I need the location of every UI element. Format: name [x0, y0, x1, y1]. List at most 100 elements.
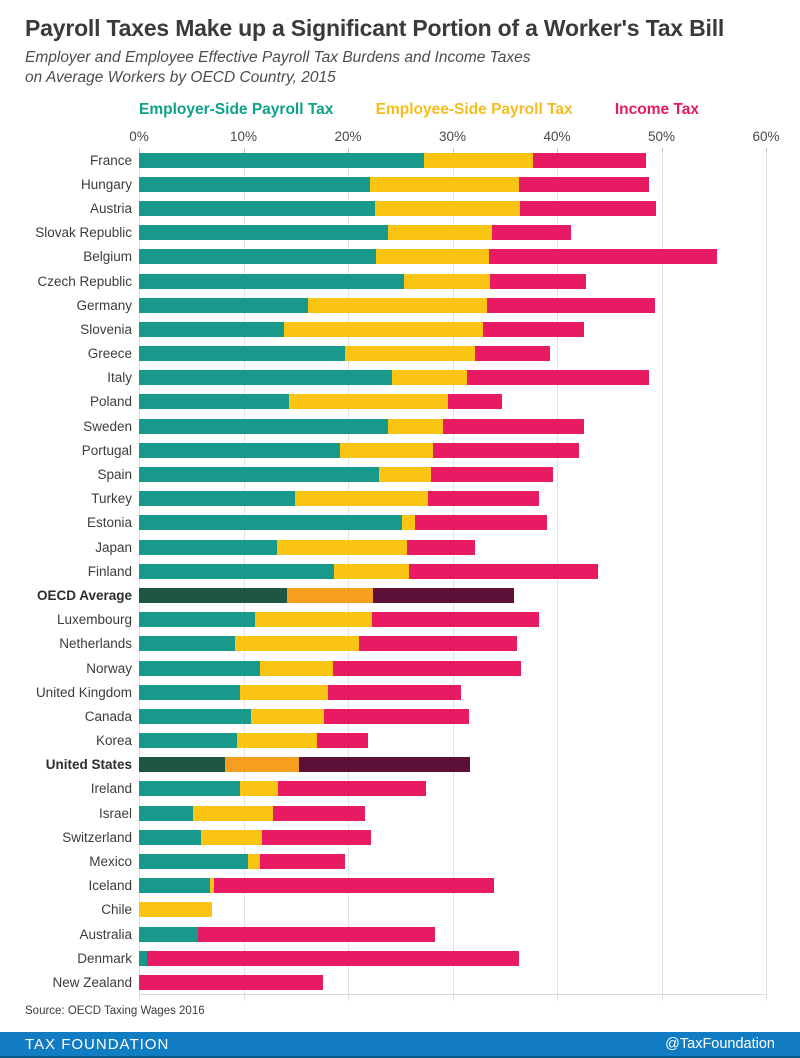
- income-tax-segment: [373, 587, 515, 603]
- income-tax-segment: [486, 297, 656, 313]
- employee-payroll-segment: [387, 418, 444, 434]
- legend-item: Employee-Side Payroll Tax: [375, 101, 573, 118]
- bar-row: Switzerland: [0, 825, 800, 849]
- bar-track: [139, 297, 766, 313]
- employee-payroll-segment: [250, 708, 324, 724]
- employee-payroll-segment: [344, 346, 476, 362]
- bar-row: Norway: [0, 656, 800, 680]
- bar-track: [139, 563, 766, 579]
- employee-payroll-segment: [294, 491, 429, 507]
- bar-track: [139, 370, 766, 386]
- income-tax-segment: [272, 805, 365, 821]
- bar-row: Slovak Republic: [0, 221, 800, 245]
- subtitle-line-2: on Average Workers by OECD Country, 2015: [25, 68, 336, 86]
- income-tax-segment: [475, 346, 550, 362]
- bar-row: Ireland: [0, 777, 800, 801]
- income-tax-segment: [139, 974, 323, 990]
- employee-payroll-segment: [339, 442, 433, 458]
- country-label: Iceland: [88, 878, 132, 894]
- bar-track: [139, 176, 766, 192]
- bar-row: Turkey: [0, 487, 800, 511]
- bar-row: United Kingdom: [0, 680, 800, 704]
- employee-payroll-segment: [424, 152, 533, 168]
- country-label: Mexico: [89, 854, 132, 870]
- axis-tick-label: 0%: [129, 129, 149, 144]
- income-tax-segment: [432, 442, 579, 458]
- source-note: Source: OECD Taxing Wages 2016: [25, 1004, 205, 1017]
- employer-payroll-segment: [139, 515, 403, 531]
- bar-track: [139, 587, 766, 603]
- bar-row: Slovenia: [0, 317, 800, 341]
- bar-row: Germany: [0, 293, 800, 317]
- bar-row: Iceland: [0, 874, 800, 898]
- bar-track: [139, 200, 766, 216]
- employer-payroll-segment: [139, 394, 290, 410]
- employee-payroll-segment: [139, 902, 213, 918]
- country-label: Portugal: [81, 442, 132, 458]
- employee-payroll-segment: [210, 878, 215, 894]
- bar-track: [139, 733, 766, 749]
- country-label: Australia: [79, 926, 132, 942]
- bar-track: [139, 829, 766, 845]
- employer-payroll-segment: [139, 467, 380, 483]
- income-tax-segment: [316, 733, 368, 749]
- bar-row: Hungary: [0, 172, 800, 196]
- bar-track: [139, 321, 766, 337]
- income-tax-segment: [482, 321, 585, 337]
- income-tax-segment: [430, 467, 553, 483]
- employee-payroll-segment: [308, 297, 487, 313]
- bar-row: Estonia: [0, 511, 800, 535]
- bar-track: [139, 515, 766, 531]
- country-label: Switzerland: [62, 829, 132, 845]
- bar-row: Chile: [0, 898, 800, 922]
- employer-payroll-segment: [139, 805, 194, 821]
- bar-row: Greece: [0, 342, 800, 366]
- income-tax-segment: [406, 539, 476, 555]
- income-tax-segment: [197, 926, 435, 942]
- income-tax-segment: [519, 176, 649, 192]
- bar-row: OECD Average: [0, 583, 800, 607]
- bar-track: [139, 442, 766, 458]
- country-label: Canada: [84, 708, 132, 724]
- bar-row: Sweden: [0, 414, 800, 438]
- employer-payroll-segment: [139, 176, 370, 192]
- employer-payroll-segment: [139, 854, 248, 870]
- country-label: Slovenia: [80, 321, 132, 337]
- income-tax-segment: [489, 249, 717, 265]
- employee-payroll-segment: [254, 612, 373, 628]
- bar-row: Australia: [0, 922, 800, 946]
- country-label: Israel: [98, 805, 132, 821]
- axis-tick-label: 30%: [438, 129, 467, 144]
- employer-payroll-segment: [139, 636, 236, 652]
- country-label: Italy: [107, 370, 132, 386]
- employee-payroll-segment: [240, 684, 329, 700]
- country-label: Chile: [101, 902, 132, 918]
- employer-payroll-segment: [139, 418, 388, 434]
- employee-payroll-segment: [260, 660, 334, 676]
- employee-payroll-segment: [200, 829, 263, 845]
- gridline: [661, 148, 663, 1001]
- employee-payroll-segment: [289, 394, 449, 410]
- income-tax-segment: [467, 370, 649, 386]
- bar-row: Spain: [0, 462, 800, 486]
- employer-payroll-segment: [139, 200, 376, 216]
- gridline: [766, 148, 767, 1001]
- income-tax-segment: [532, 152, 646, 168]
- bar-track: [139, 878, 766, 894]
- chart-rows: France Hungary Austria Slovak Republic Belgi…: [0, 148, 800, 995]
- employee-payroll-segment: [387, 225, 493, 241]
- employer-payroll-segment: [139, 926, 198, 942]
- bar-row: Japan: [0, 535, 800, 559]
- bar-row: Denmark: [0, 946, 800, 970]
- employer-payroll-segment: [139, 297, 309, 313]
- employer-payroll-segment: [139, 587, 288, 603]
- bar-track: [139, 950, 766, 966]
- income-tax-segment: [372, 612, 540, 628]
- income-tax-segment: [490, 273, 587, 289]
- country-label: Ireland: [90, 781, 132, 797]
- bar-row: New Zealand: [0, 970, 800, 994]
- footer-bar: TAX FOUNDATION @TaxFoundation: [0, 1032, 800, 1058]
- country-label: Finland: [87, 563, 132, 579]
- employee-payroll-segment: [276, 539, 407, 555]
- employer-payroll-segment: [139, 321, 285, 337]
